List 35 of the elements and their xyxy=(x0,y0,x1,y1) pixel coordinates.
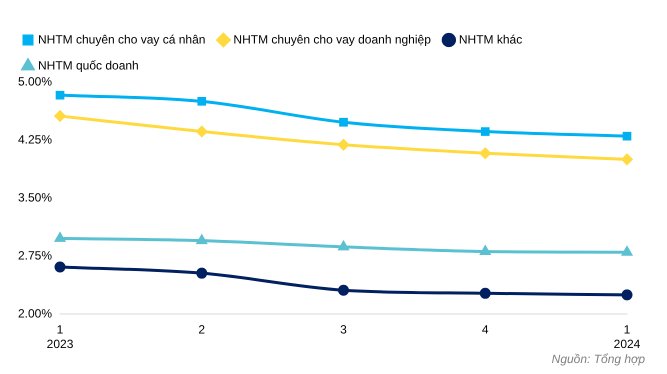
point xyxy=(54,110,66,122)
point xyxy=(338,284,350,296)
point xyxy=(54,261,66,272)
legend-label: NHTM quốc doanh xyxy=(38,58,139,72)
point xyxy=(622,246,632,256)
x-tick-label: 1 2024 xyxy=(614,322,641,352)
point xyxy=(196,126,208,138)
point xyxy=(480,288,491,299)
point xyxy=(196,235,207,244)
point xyxy=(339,118,348,127)
x-tick-label: 2 xyxy=(198,322,206,337)
point xyxy=(56,90,64,100)
legend-label: NHTM chuyên cho vay doanh nghiệp xyxy=(233,32,432,46)
point xyxy=(338,241,348,250)
text: Nguồn: Tổng hợp xyxy=(552,352,645,366)
point xyxy=(197,97,206,106)
x-tick-label: 1 2023 xyxy=(46,322,74,352)
point xyxy=(480,148,491,159)
y-tick-label: 2.00% xyxy=(18,306,52,321)
point xyxy=(338,139,350,150)
y-tick-label: 3.50% xyxy=(18,190,52,204)
point xyxy=(196,268,208,279)
point xyxy=(622,289,632,300)
point xyxy=(622,154,632,165)
point xyxy=(55,232,65,242)
point xyxy=(480,246,490,256)
x-tick-label: 4 xyxy=(482,322,489,337)
y-tick-label: 4.25% xyxy=(18,132,52,146)
x-tick-label: 3 xyxy=(340,322,348,337)
legend-label: NHTM chuyên cho vay cá nhân xyxy=(38,32,206,46)
point xyxy=(480,127,490,136)
y-tick-label: 5.00% xyxy=(18,74,52,88)
y-tick-label: 2.75% xyxy=(18,248,52,262)
legend-label: NHTM khác xyxy=(458,32,522,46)
point xyxy=(622,132,632,141)
